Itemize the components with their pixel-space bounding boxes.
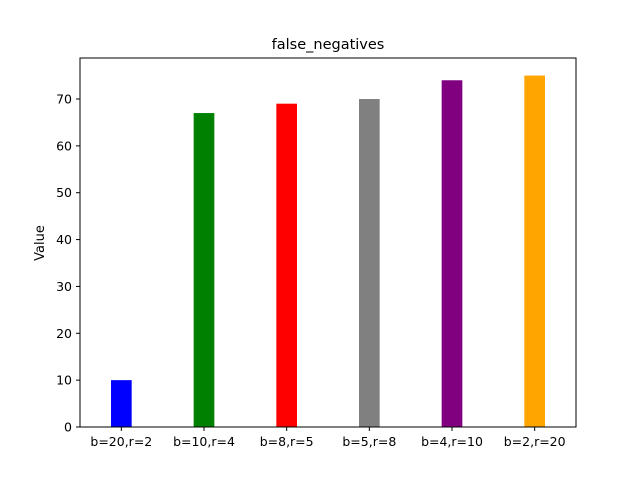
bar-4 xyxy=(441,80,463,427)
x-tick-label: b=8,r=5 xyxy=(260,434,314,449)
bar-5 xyxy=(524,75,545,428)
y-tick-label: 50 xyxy=(56,185,72,200)
y-tick-label: 20 xyxy=(56,326,72,341)
plot-frame xyxy=(79,57,577,428)
bar-1 xyxy=(193,113,215,428)
bar-2 xyxy=(276,103,297,427)
bar-3 xyxy=(359,99,380,427)
bar-0 xyxy=(111,380,132,427)
bars-layer xyxy=(111,75,545,428)
chart-title: false_negatives xyxy=(272,37,385,53)
y-tick-label: 70 xyxy=(56,92,72,107)
x-tick-label: b=20,r=2 xyxy=(90,434,152,449)
y-axis-label: Value xyxy=(33,225,48,261)
x-tick-label: b=10,r=4 xyxy=(173,434,235,449)
y-tick-label: 0 xyxy=(64,420,72,435)
x-axis: b=20,r=2 b=10,r=4 b=8,r=5 b=5,r=8 b=4,r=10 b=… xyxy=(90,427,566,449)
x-tick-label: b=2,r=20 xyxy=(504,434,566,449)
y-tick-label: 10 xyxy=(56,373,72,388)
y-tick-label: 60 xyxy=(56,138,72,153)
x-tick-label: b=4,r=10 xyxy=(421,434,483,449)
y-tick-label: 40 xyxy=(56,232,72,247)
x-tick-label: b=5,r=8 xyxy=(342,434,396,449)
y-tick-label: 30 xyxy=(56,279,72,294)
y-axis: 0 10 20 30 40 50 60 70 xyxy=(56,92,80,435)
